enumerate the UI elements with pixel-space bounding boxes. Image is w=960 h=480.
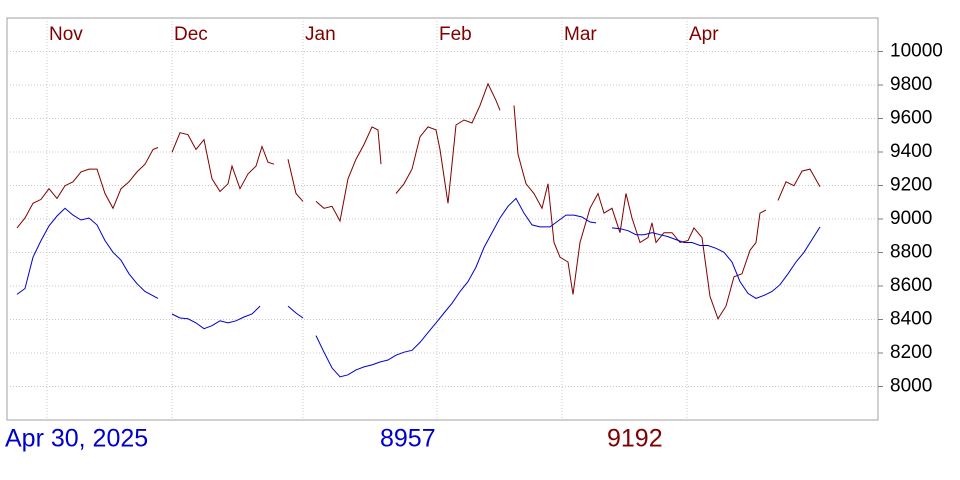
average-label: 8957 <box>380 425 436 453</box>
y-tick-label: 8400 <box>890 309 932 330</box>
x-tick-label: Apr <box>689 24 719 45</box>
x-tick-label: Jan <box>305 24 336 45</box>
last-label: 9192 <box>607 425 663 453</box>
series-line <box>16 197 821 378</box>
y-tick-label: 9800 <box>890 74 932 95</box>
y-tick-label: 10000 <box>890 41 943 62</box>
date-label: Apr 30, 2025 <box>5 425 148 453</box>
y-tick-label: 8200 <box>890 342 932 363</box>
series-line <box>16 82 821 320</box>
y-tick-label: 8800 <box>890 242 932 263</box>
x-tick-label: Mar <box>564 24 597 45</box>
y-tick-label: 8000 <box>890 376 932 397</box>
x-tick-label: Dec <box>174 24 208 45</box>
x-tick-label: Nov <box>49 24 83 45</box>
y-tick-label: 9000 <box>890 208 932 229</box>
y-tick-label: 9400 <box>890 141 932 162</box>
y-tick-label: 9200 <box>890 175 932 196</box>
y-tick-label: 9600 <box>890 108 932 129</box>
y-tick-label: 8600 <box>890 275 932 296</box>
x-tick-label: Feb <box>439 24 472 45</box>
